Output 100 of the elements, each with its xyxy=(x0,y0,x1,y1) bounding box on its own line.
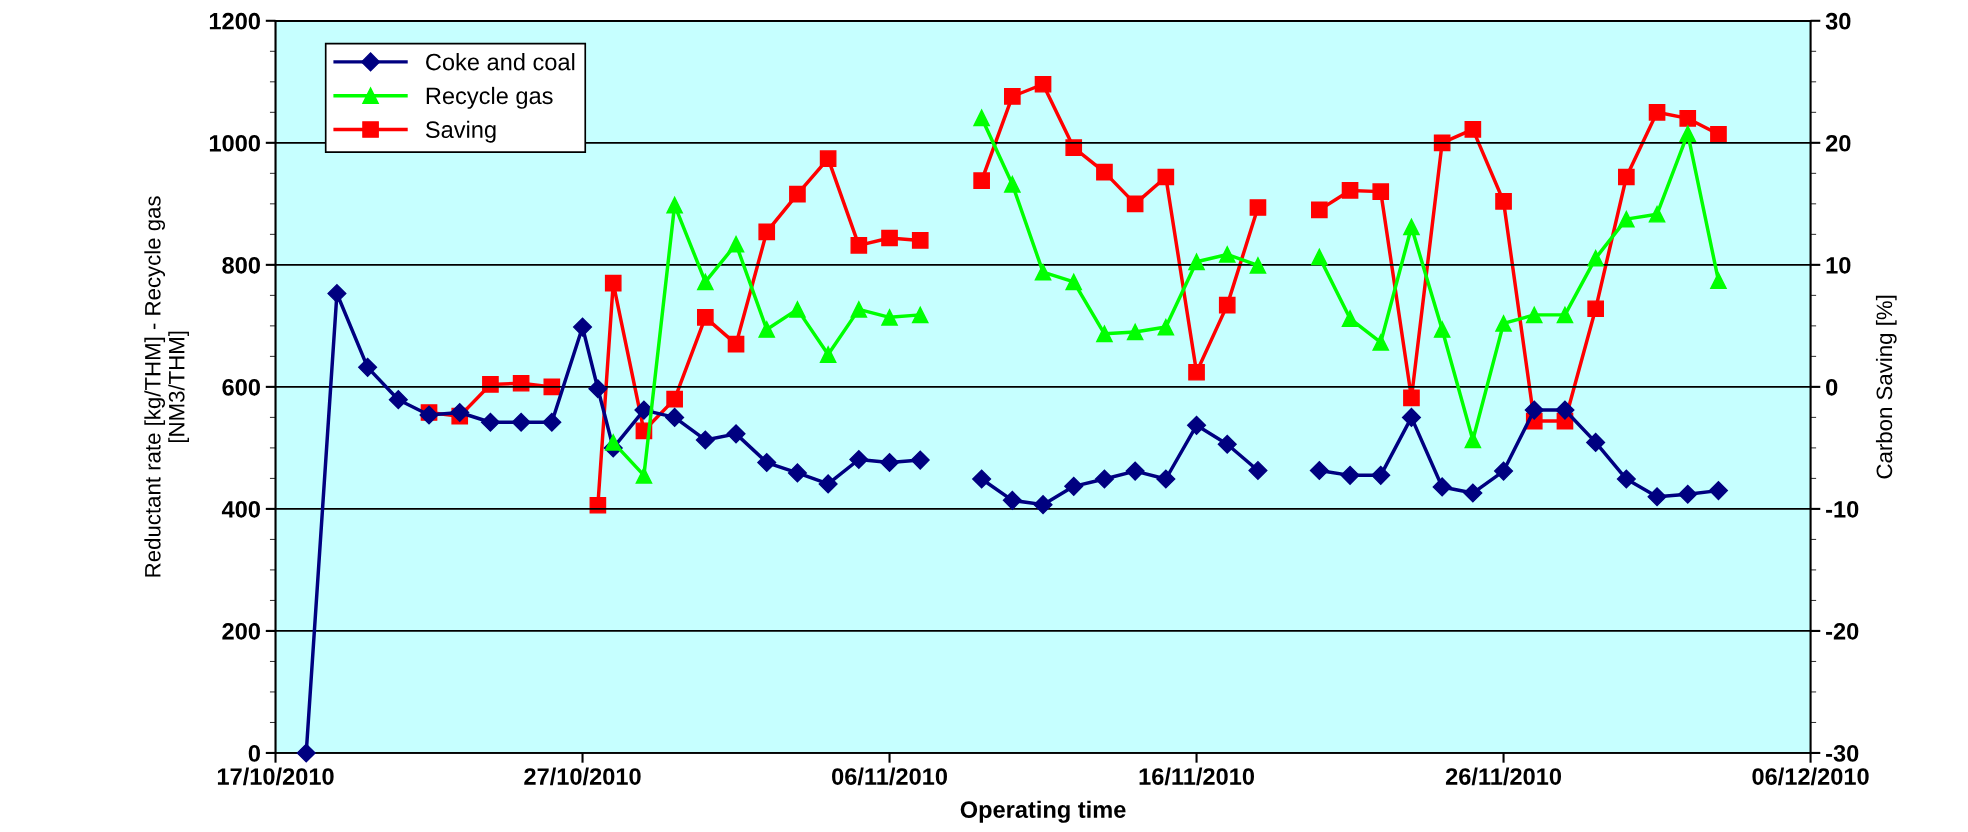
point xyxy=(1341,310,1359,327)
point xyxy=(1708,481,1728,501)
point xyxy=(1033,495,1053,515)
point xyxy=(666,196,683,214)
point xyxy=(850,301,868,318)
point xyxy=(1217,434,1237,454)
point xyxy=(881,229,898,247)
point xyxy=(789,185,806,203)
point xyxy=(1064,476,1084,496)
y2-tick-label: 10 xyxy=(1826,256,1851,274)
point xyxy=(1125,461,1145,481)
point xyxy=(1034,75,1052,93)
point xyxy=(850,236,868,254)
point xyxy=(419,405,439,425)
point xyxy=(819,346,837,363)
point xyxy=(1463,483,1483,503)
point xyxy=(480,412,500,432)
point xyxy=(1371,465,1391,485)
point xyxy=(880,453,900,473)
point xyxy=(973,109,990,127)
point xyxy=(1464,431,1482,449)
y-tick-label: 600 xyxy=(222,378,260,396)
y2-tick-label: 30 xyxy=(1825,12,1851,30)
point xyxy=(972,469,992,489)
point xyxy=(789,301,806,318)
y-tick-label: 800 xyxy=(222,256,260,274)
point xyxy=(604,274,622,292)
point xyxy=(1249,199,1267,216)
point xyxy=(666,390,683,408)
point xyxy=(1065,139,1083,157)
point xyxy=(819,150,837,168)
point xyxy=(1587,249,1604,267)
point xyxy=(1157,168,1175,186)
y2-tick-label: -10 xyxy=(1826,500,1859,518)
point xyxy=(911,306,929,324)
point xyxy=(1679,110,1697,127)
point xyxy=(1495,193,1512,210)
point xyxy=(482,376,499,393)
point xyxy=(604,434,622,451)
point xyxy=(881,308,898,326)
point xyxy=(1403,218,1420,236)
y2-tick-label: 20 xyxy=(1825,134,1851,152)
x-tick-label: 17/10/2010 xyxy=(217,767,334,786)
point xyxy=(1647,487,1667,507)
point xyxy=(1710,272,1727,290)
y-tick-label: 1200 xyxy=(209,12,260,30)
x-tick-label: 26/11/2010 xyxy=(1445,767,1562,786)
point xyxy=(665,407,685,427)
point xyxy=(1311,201,1328,219)
point xyxy=(1555,400,1575,420)
point xyxy=(726,424,746,444)
legend-label: Recycle gas xyxy=(426,86,553,109)
point xyxy=(1218,296,1236,314)
point xyxy=(1188,363,1205,381)
point xyxy=(1188,253,1205,271)
y-tick-label: 200 xyxy=(222,623,260,640)
point xyxy=(450,402,470,423)
point xyxy=(1126,195,1144,213)
y-axis-title: Reductant rate [kg/THM] - Recycle gas [NM3/THM] xyxy=(144,196,189,577)
point xyxy=(1648,205,1666,223)
point xyxy=(1126,323,1144,341)
point xyxy=(696,308,714,326)
point xyxy=(1587,300,1604,318)
point xyxy=(1403,389,1420,407)
point xyxy=(1679,125,1697,143)
point xyxy=(572,317,593,337)
point xyxy=(1065,273,1083,291)
x-tick-label: 27/10/2010 xyxy=(524,767,641,786)
point xyxy=(1157,318,1175,336)
point xyxy=(635,467,653,484)
point xyxy=(1556,306,1574,324)
point xyxy=(1004,175,1021,193)
point xyxy=(1618,210,1635,228)
point xyxy=(1096,325,1113,343)
y2-tick-label: -20 xyxy=(1826,623,1859,640)
point xyxy=(1494,461,1514,481)
point xyxy=(787,463,807,483)
point xyxy=(1372,183,1390,200)
point xyxy=(1156,469,1176,489)
point xyxy=(757,453,777,473)
point xyxy=(542,412,562,432)
point xyxy=(511,412,531,432)
legend-label: Saving xyxy=(425,120,496,143)
y2-axis-title: Carbon Saving [%] xyxy=(1875,295,1897,479)
point xyxy=(758,321,776,338)
point xyxy=(696,273,714,291)
x-axis-title: Operating time xyxy=(960,800,1126,823)
point xyxy=(1096,163,1113,181)
point xyxy=(1309,460,1329,481)
point xyxy=(1464,121,1482,138)
point xyxy=(1094,469,1114,489)
point xyxy=(1004,88,1021,105)
point xyxy=(910,450,930,470)
point xyxy=(588,379,608,399)
point xyxy=(695,430,715,450)
y2-tick-label: -30 xyxy=(1826,745,1859,762)
point xyxy=(1341,182,1359,199)
point xyxy=(327,283,347,304)
point xyxy=(388,390,408,410)
point xyxy=(1218,246,1236,263)
